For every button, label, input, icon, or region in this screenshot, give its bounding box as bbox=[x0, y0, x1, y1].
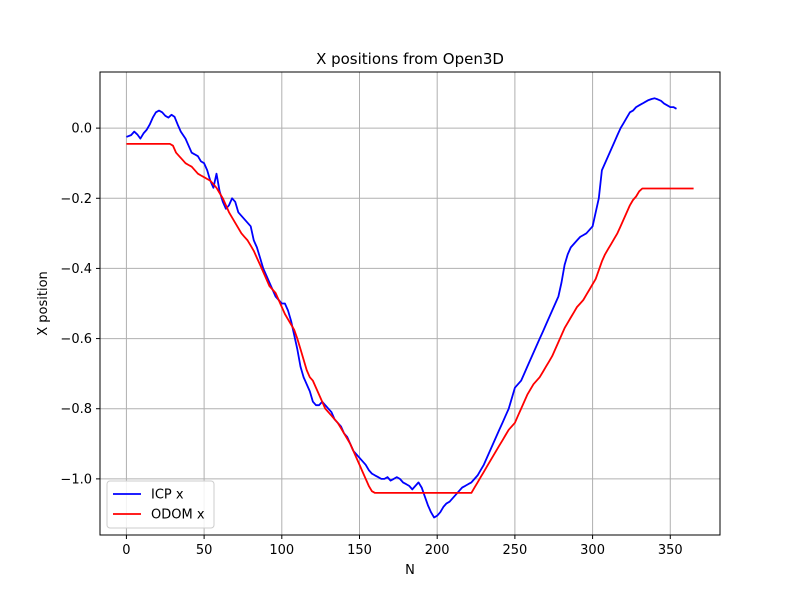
y-tick-label: −0.6 bbox=[60, 332, 92, 347]
x-tick-label: 200 bbox=[425, 543, 450, 558]
chart-title: X positions from Open3D bbox=[316, 50, 504, 68]
x-tick-label: 0 bbox=[122, 543, 130, 558]
series-layer bbox=[126, 97, 694, 519]
y-tick-label: −0.8 bbox=[60, 402, 92, 417]
legend: ICP x ODOM x bbox=[106, 480, 215, 529]
x-tick-label: 250 bbox=[502, 543, 527, 558]
x-tick-label: 350 bbox=[658, 543, 683, 558]
legend-box bbox=[106, 480, 215, 529]
x-tick-label: 300 bbox=[580, 543, 605, 558]
legend-label-0: ICP x bbox=[151, 488, 184, 503]
y-tick-label: −0.2 bbox=[60, 192, 92, 207]
y-axis-label: X position bbox=[36, 271, 51, 336]
x-tick-label: 100 bbox=[269, 543, 294, 558]
y-tick-label: 0.0 bbox=[71, 122, 92, 137]
y-tick-label: −1.0 bbox=[60, 472, 92, 487]
series-line-1 bbox=[126, 143, 694, 494]
y-tick-label: −0.4 bbox=[60, 262, 92, 277]
x-tick-label: 150 bbox=[347, 543, 372, 558]
plot-frame bbox=[99, 71, 721, 536]
ticks: 0 50 100 150 200 250 300 350 0.0 −0.2 −0.4 −0.6 −0.8… bbox=[60, 122, 682, 558]
x-axis-label: N bbox=[405, 563, 415, 578]
x-tick-label: 50 bbox=[196, 543, 213, 558]
legend-label-1: ODOM x bbox=[151, 508, 205, 523]
